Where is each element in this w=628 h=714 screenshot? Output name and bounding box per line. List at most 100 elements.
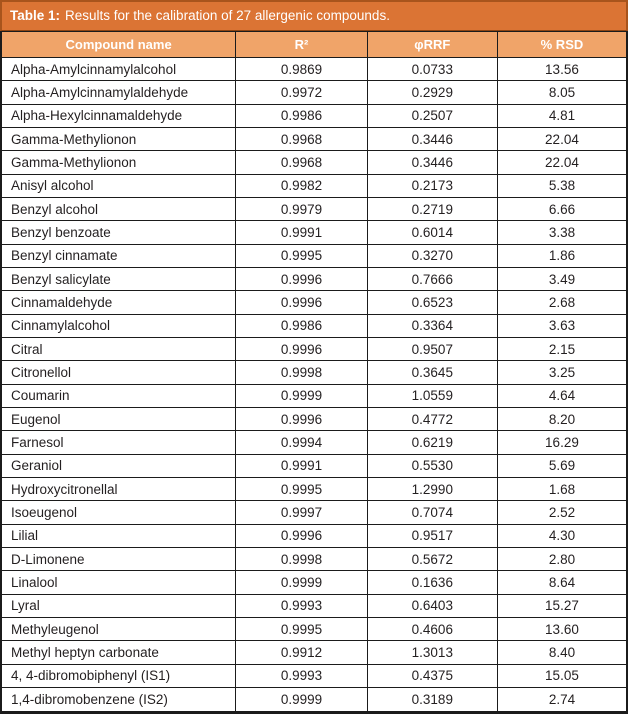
table-caption: Table 1: Results for the calibration of 2… <box>0 0 628 31</box>
cell-compound-name: Methyleugenol <box>0 616 237 642</box>
cell-percent-rsd: 8.40 <box>496 640 628 665</box>
cell-mean-rrf: 0.3270 <box>366 243 498 268</box>
cell-r-squared: 0.9993 <box>235 663 368 688</box>
cell-r-squared: 0.9996 <box>235 266 368 292</box>
header-mean-rrf: φRRF <box>366 31 498 58</box>
table-row: Benzyl salicylate 0.9996 0.7666 3.49 <box>0 266 628 292</box>
cell-r-squared: 0.9995 <box>235 616 368 642</box>
cell-percent-rsd: 2.15 <box>496 336 628 362</box>
cell-compound-name: Cinnamylalcohol <box>0 313 237 338</box>
cell-percent-rsd: 4.81 <box>496 103 628 128</box>
cell-r-squared: 0.9995 <box>235 476 368 502</box>
cell-compound-name: Gamma-Methylionon <box>0 150 237 175</box>
table-caption-label: Table 1: <box>10 8 61 23</box>
table-row: Coumarin 0.9999 1.0559 4.64 <box>0 383 628 408</box>
table-caption-text: Results for the calibration of 27 allerg… <box>65 8 390 23</box>
cell-percent-rsd: 3.49 <box>496 266 628 292</box>
cell-mean-rrf: 0.2507 <box>366 103 498 128</box>
cell-mean-rrf: 0.7666 <box>366 266 498 292</box>
cell-mean-rrf: 0.4375 <box>366 663 498 688</box>
cell-mean-rrf: 1.0559 <box>366 383 498 408</box>
cell-percent-rsd: 3.63 <box>496 313 628 338</box>
cell-percent-rsd: 2.80 <box>496 546 628 572</box>
header-percent-rsd: % RSD <box>496 31 628 58</box>
cell-mean-rrf: 0.3189 <box>366 686 498 714</box>
cell-compound-name: Anisyl alcohol <box>0 173 237 198</box>
cell-r-squared: 0.9999 <box>235 383 368 408</box>
cell-r-squared: 0.9999 <box>235 570 368 595</box>
cell-percent-rsd: 6.66 <box>496 196 628 222</box>
cell-mean-rrf: 0.3364 <box>366 313 498 338</box>
cell-percent-rsd: 13.60 <box>496 616 628 642</box>
cell-compound-name: Citronellol <box>0 360 237 385</box>
table-row: Anisyl alcohol 0.9982 0.2173 5.38 <box>0 173 628 198</box>
cell-mean-rrf: 0.3645 <box>366 360 498 385</box>
cell-r-squared: 0.9996 <box>235 523 368 548</box>
cell-percent-rsd: 16.29 <box>496 430 628 455</box>
table-body: Alpha-Amylcinnamylalcohol 0.9869 0.0733 … <box>0 56 628 714</box>
cell-mean-rrf: 0.1636 <box>366 570 498 595</box>
table-row: Citronellol 0.9998 0.3645 3.25 <box>0 360 628 385</box>
cell-compound-name: 1,4-dibromobenzene (IS2) <box>0 686 237 714</box>
cell-compound-name: Coumarin <box>0 383 237 408</box>
cell-mean-rrf: 0.9507 <box>366 336 498 362</box>
cell-compound-name: Isoeugenol <box>0 500 237 525</box>
cell-mean-rrf: 0.6523 <box>366 290 498 315</box>
cell-mean-rrf: 1.3013 <box>366 640 498 665</box>
cell-compound-name: Alpha-Amylcinnamylalcohol <box>0 56 237 82</box>
table-row: Cinnamylalcohol 0.9986 0.3364 3.63 <box>0 313 628 338</box>
table-row: Linalool 0.9999 0.1636 8.64 <box>0 570 628 595</box>
cell-r-squared: 0.9979 <box>235 196 368 222</box>
cell-r-squared: 0.9996 <box>235 336 368 362</box>
table-row: Gamma-Methylionon 0.9968 0.3446 22.04 <box>0 126 628 152</box>
cell-percent-rsd: 8.05 <box>496 80 628 105</box>
table-row: Methyl heptyn carbonate 0.9912 1.3013 8.… <box>0 640 628 665</box>
cell-mean-rrf: 0.6014 <box>366 220 498 245</box>
table-row: Hydroxycitronellal 0.9995 1.2990 1.68 <box>0 476 628 502</box>
cell-compound-name: Geraniol <box>0 453 237 478</box>
cell-mean-rrf: 0.7074 <box>366 500 498 525</box>
cell-percent-rsd: 4.30 <box>496 523 628 548</box>
cell-compound-name: Methyl heptyn carbonate <box>0 640 237 665</box>
header-compound-name: Compound name <box>0 31 237 58</box>
cell-percent-rsd: 4.64 <box>496 383 628 408</box>
cell-percent-rsd: 22.04 <box>496 126 628 152</box>
table-row: Lilial 0.9996 0.9517 4.30 <box>0 523 628 548</box>
cell-compound-name: Hydroxycitronellal <box>0 476 237 502</box>
cell-r-squared: 0.9986 <box>235 103 368 128</box>
cell-compound-name: D-Limonene <box>0 546 237 572</box>
cell-mean-rrf: 0.0733 <box>366 56 498 82</box>
cell-mean-rrf: 0.3446 <box>366 126 498 152</box>
table-row: 4, 4-dibromobiphenyl (IS1) 0.9993 0.4375… <box>0 663 628 688</box>
cell-mean-rrf: 0.5530 <box>366 453 498 478</box>
cell-percent-rsd: 3.38 <box>496 220 628 245</box>
cell-r-squared: 0.9912 <box>235 640 368 665</box>
cell-percent-rsd: 3.25 <box>496 360 628 385</box>
cell-r-squared: 0.9991 <box>235 453 368 478</box>
cell-mean-rrf: 0.6403 <box>366 593 498 618</box>
table-row: Alpha-Amylcinnamylalcohol 0.9869 0.0733 … <box>0 56 628 82</box>
cell-mean-rrf: 1.2990 <box>366 476 498 502</box>
table-row: Gamma-Methylionon 0.9968 0.3446 22.04 <box>0 150 628 175</box>
header-r-squared: R² <box>235 31 368 58</box>
cell-r-squared: 0.9869 <box>235 56 368 82</box>
cell-compound-name: Citral <box>0 336 237 362</box>
cell-percent-rsd: 5.38 <box>496 173 628 198</box>
cell-mean-rrf: 0.2719 <box>366 196 498 222</box>
table-row: Benzyl benzoate 0.9991 0.6014 3.38 <box>0 220 628 245</box>
cell-percent-rsd: 1.86 <box>496 243 628 268</box>
cell-percent-rsd: 22.04 <box>496 150 628 175</box>
cell-mean-rrf: 0.4772 <box>366 406 498 432</box>
cell-compound-name: Benzyl alcohol <box>0 196 237 222</box>
table-row: Benzyl alcohol 0.9979 0.2719 6.66 <box>0 196 628 222</box>
cell-r-squared: 0.9968 <box>235 126 368 152</box>
cell-compound-name: Lyral <box>0 593 237 618</box>
cell-compound-name: Gamma-Methylionon <box>0 126 237 152</box>
table-row: Lyral 0.9993 0.6403 15.27 <box>0 593 628 618</box>
cell-mean-rrf: 0.5672 <box>366 546 498 572</box>
cell-mean-rrf: 0.3446 <box>366 150 498 175</box>
cell-r-squared: 0.9986 <box>235 313 368 338</box>
table-row: Cinnamaldehyde 0.9996 0.6523 2.68 <box>0 290 628 315</box>
cell-r-squared: 0.9995 <box>235 243 368 268</box>
table-row: Benzyl cinnamate 0.9995 0.3270 1.86 <box>0 243 628 268</box>
